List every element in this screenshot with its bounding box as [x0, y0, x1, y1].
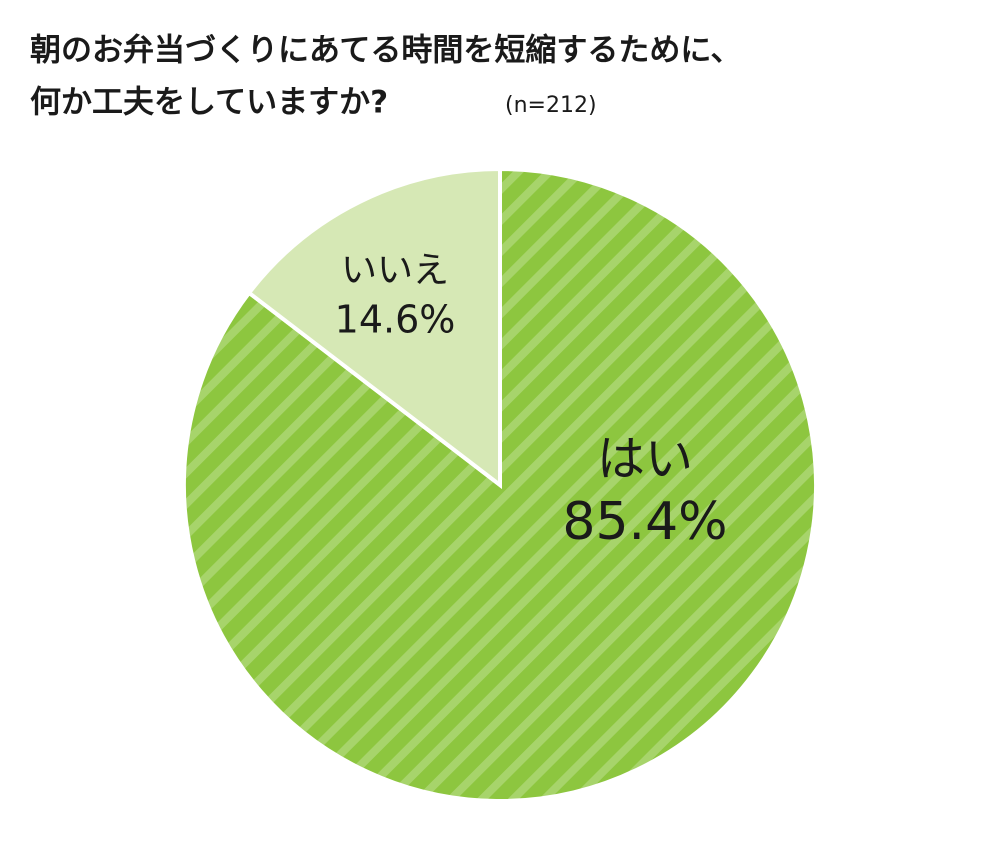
value-label: 14.6% — [335, 298, 456, 342]
chart-subtitle: (n=212) — [505, 93, 597, 118]
chart-title: 朝のお弁当づくりにあてる時間を短縮するために、 — [30, 33, 741, 69]
slice-label: いいえ — [341, 250, 449, 291]
value-label: 85.4% — [562, 492, 727, 552]
pie-slice — [182, 166, 818, 803]
pie-slice — [246, 166, 502, 490]
chart-title: 何か工夫をしていますか? — [30, 85, 388, 121]
slice-label: はい — [597, 431, 693, 487]
